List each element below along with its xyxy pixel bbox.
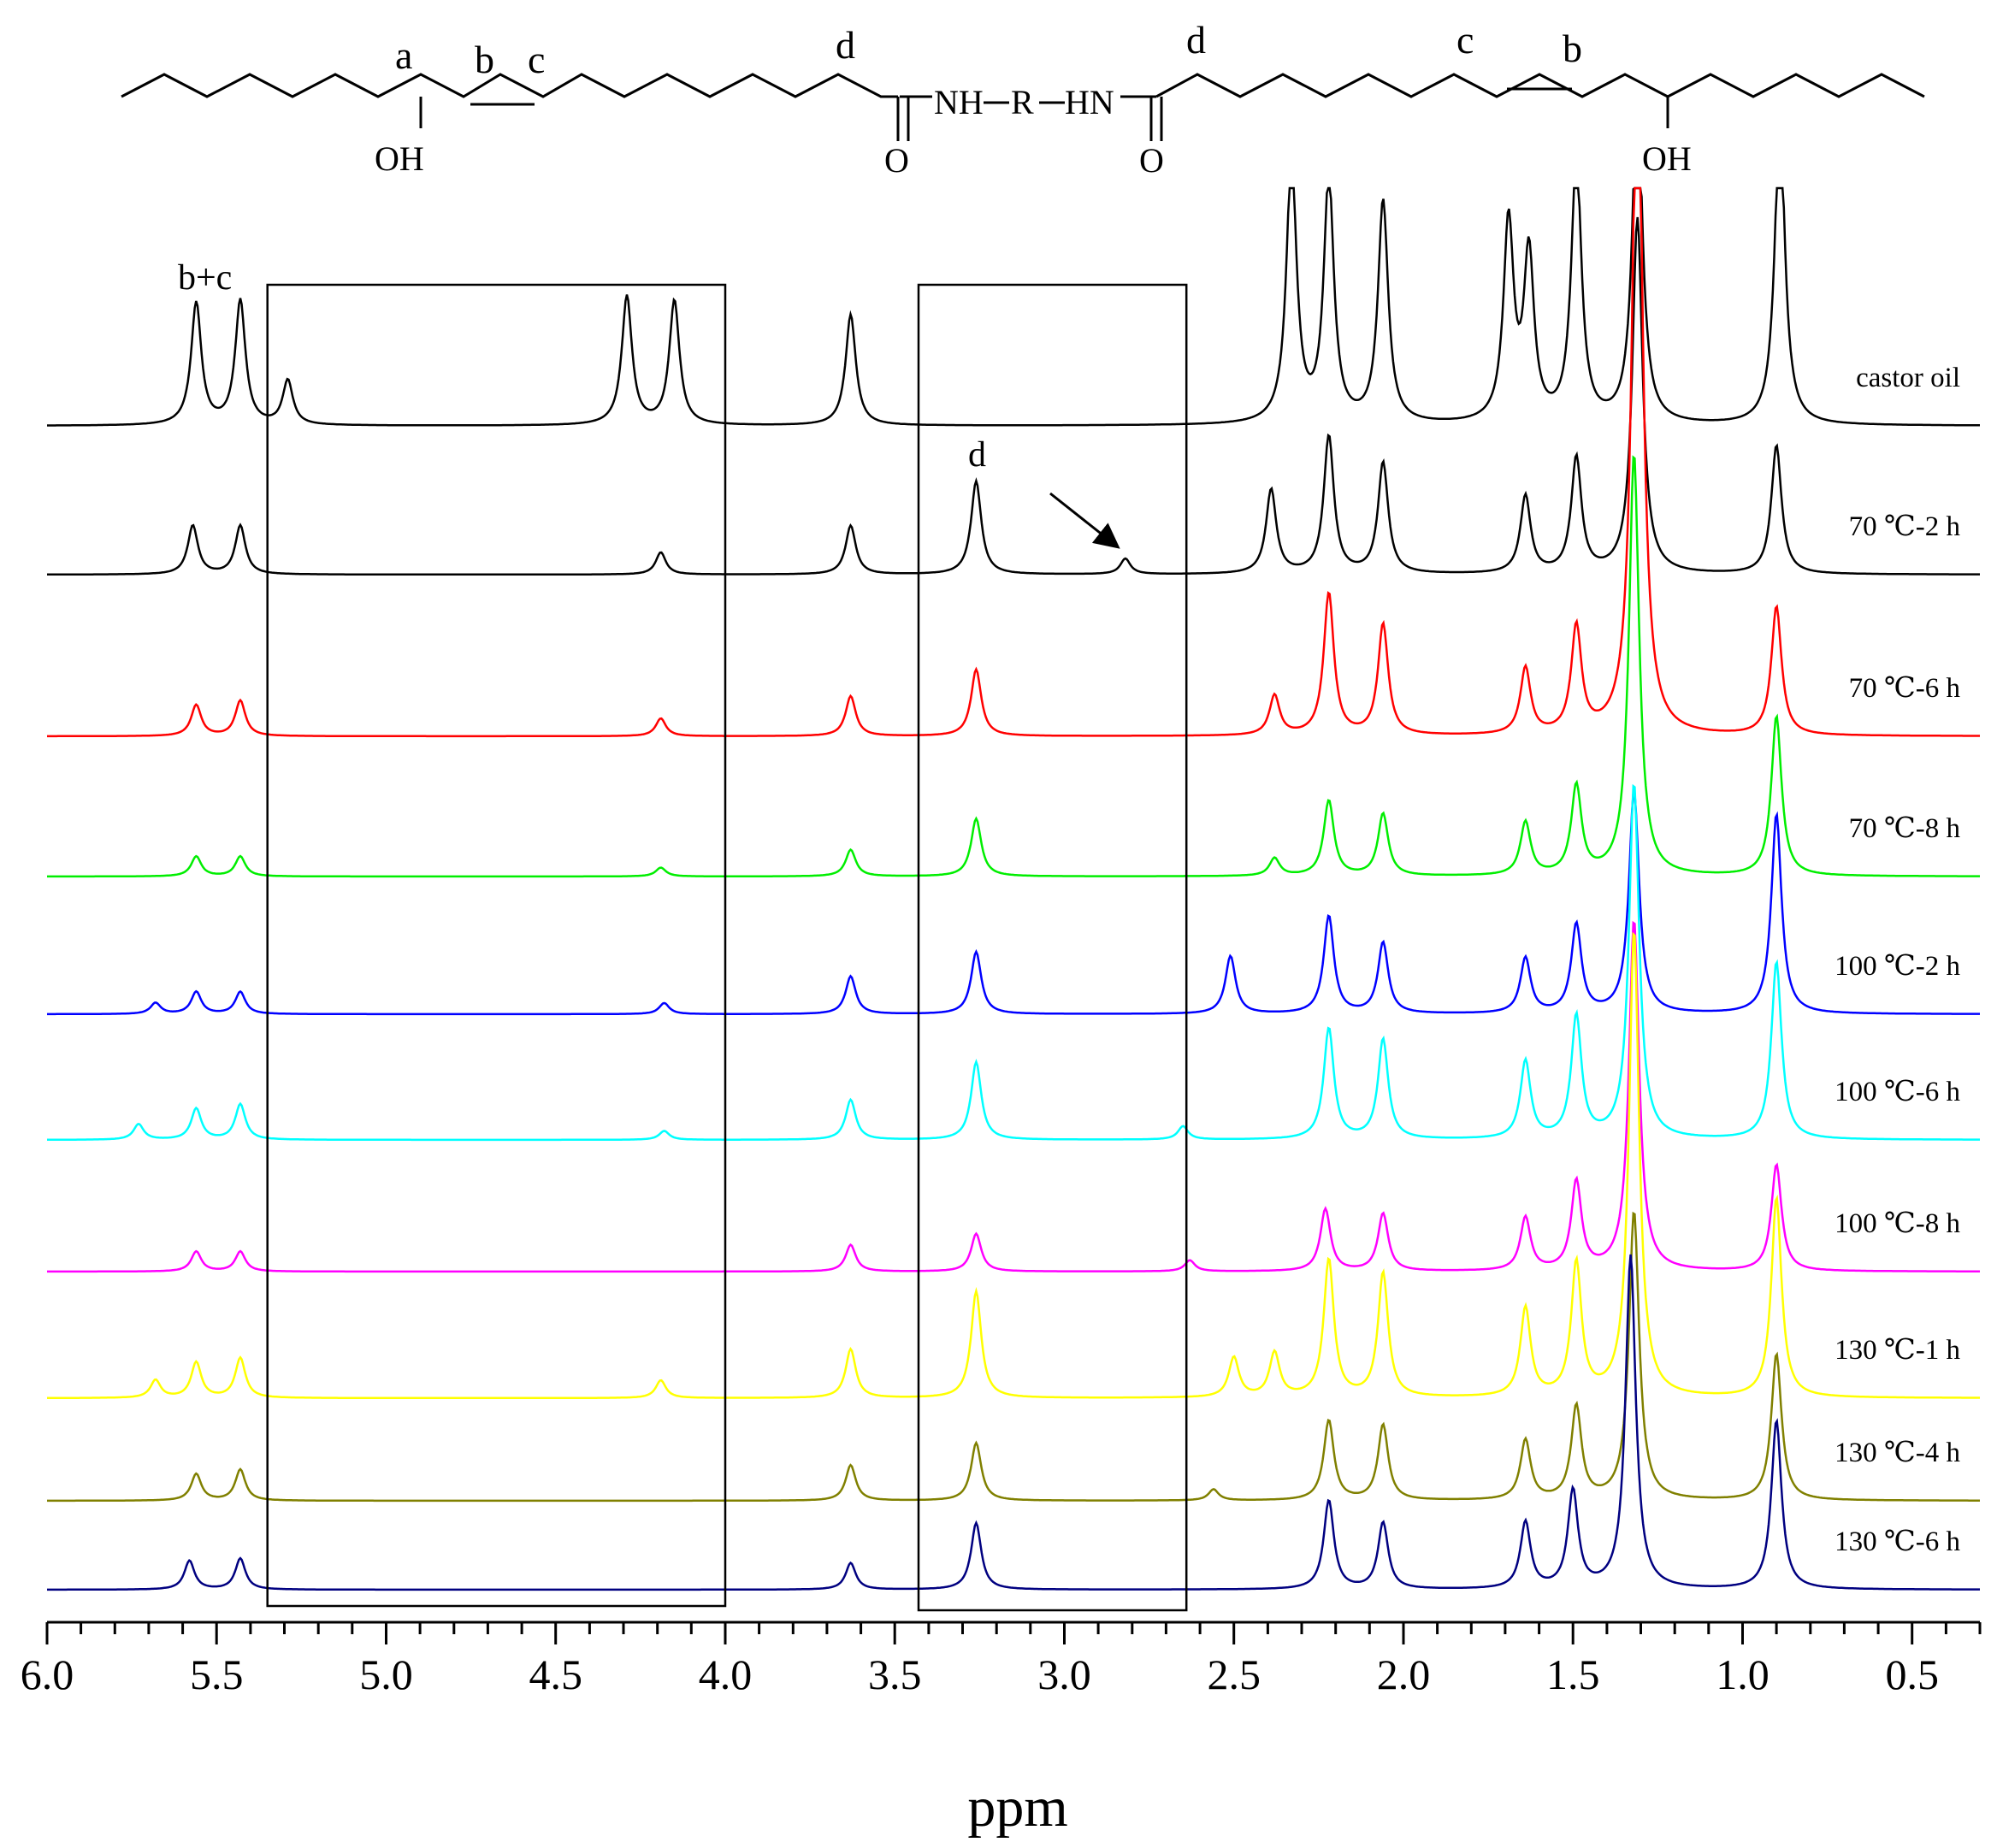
- spectrum-trace-7: [47, 920, 1980, 1273]
- structure-label-b-right: b: [1563, 27, 1582, 70]
- annotation-arrow: [1049, 492, 1120, 549]
- x-axis-label: ppm: [967, 1776, 1067, 1839]
- structure-o-right: O: [1139, 141, 1164, 180]
- structure-o-left: O: [884, 141, 909, 180]
- spectrum-trace-10: [47, 1254, 1980, 1591]
- spectrum-trace-8: [47, 931, 1980, 1400]
- x-tick-label: 3.5: [868, 1650, 922, 1698]
- spectra-group: [47, 186, 1980, 1591]
- x-tick-label: 1.0: [1716, 1650, 1770, 1698]
- structure-label-a: a: [395, 33, 412, 77]
- x-tick-label: 6.0: [21, 1650, 74, 1698]
- series-label-3: 70 ℃-6 h: [1849, 673, 1961, 704]
- spectrum-trace-9: [47, 1211, 1980, 1503]
- structure-oh-left: OH: [375, 139, 424, 178]
- structure-label-d-right: d: [1186, 18, 1206, 62]
- structure-oh-right: OH: [1642, 139, 1692, 178]
- structure-left-chain: [121, 73, 898, 98]
- series-label-8: 130 ℃-1 h: [1835, 1335, 1960, 1366]
- spectrum-trace-1: [47, 186, 1980, 427]
- structure-label-c-left: c: [528, 38, 545, 81]
- highlight-box-2: [917, 283, 1188, 1612]
- spectrum-trace-6: [47, 783, 1980, 1142]
- x-tick-label: 4.0: [699, 1650, 753, 1698]
- series-label-10: 130 ℃-6 h: [1835, 1526, 1960, 1557]
- spectrum-trace-2: [47, 216, 1980, 576]
- structure-label-d-left: d: [836, 23, 855, 67]
- chemical-structure: a b c d d c b OH OH O O NH R HN: [121, 18, 1925, 180]
- x-tick-label: 5.0: [359, 1650, 413, 1698]
- peak-label-b-plus-c: b+c: [178, 258, 232, 298]
- x-tick-label: 5.5: [190, 1650, 244, 1698]
- x-tick-label: 2.0: [1377, 1650, 1431, 1698]
- series-label-2: 70 ℃-2 h: [1849, 511, 1961, 542]
- peak-label-d: d: [968, 435, 986, 475]
- structure-nh: NH: [934, 83, 984, 121]
- series-label-7: 100 ℃-8 h: [1835, 1208, 1960, 1239]
- series-label-9: 130 ℃-4 h: [1835, 1438, 1960, 1468]
- structure-label-b-left: b: [475, 38, 494, 81]
- x-tick-label: 3.0: [1037, 1650, 1091, 1698]
- series-label-6: 100 ℃-6 h: [1835, 1077, 1960, 1107]
- spectrum-trace-5: [47, 791, 1980, 1016]
- structure-right-chain: [1155, 73, 1925, 98]
- series-label-1: castor oil: [1856, 363, 1960, 393]
- x-tick-label: 4.5: [529, 1650, 582, 1698]
- spectrum-trace-3: [47, 186, 1980, 738]
- series-label-4: 70 ℃-8 h: [1849, 813, 1961, 844]
- structure-hn: HN: [1065, 83, 1114, 121]
- series-label-5: 100 ℃-2 h: [1835, 951, 1960, 982]
- structure-r: R: [1011, 83, 1034, 121]
- x-tick-label: 2.5: [1207, 1650, 1261, 1698]
- x-axis: 6.0 5.5 5.0 4.5 4.0 3.5 3.0 2.5 2.0 1.5 1.0 0.5: [21, 1621, 1982, 1698]
- series-labels-group: castor oil 70 ℃-2 h 70 ℃-6 h 70 ℃-8 h 100 ℃-…: [1835, 363, 1960, 1557]
- highlight-box-1: [266, 283, 727, 1608]
- spectrum-trace-4: [47, 455, 1980, 878]
- x-tick-label: 0.5: [1885, 1650, 1939, 1698]
- structure-label-c-right: c: [1456, 18, 1474, 62]
- highlight-boxes-group: [266, 283, 1188, 1612]
- x-tick-label: 1.5: [1546, 1650, 1600, 1698]
